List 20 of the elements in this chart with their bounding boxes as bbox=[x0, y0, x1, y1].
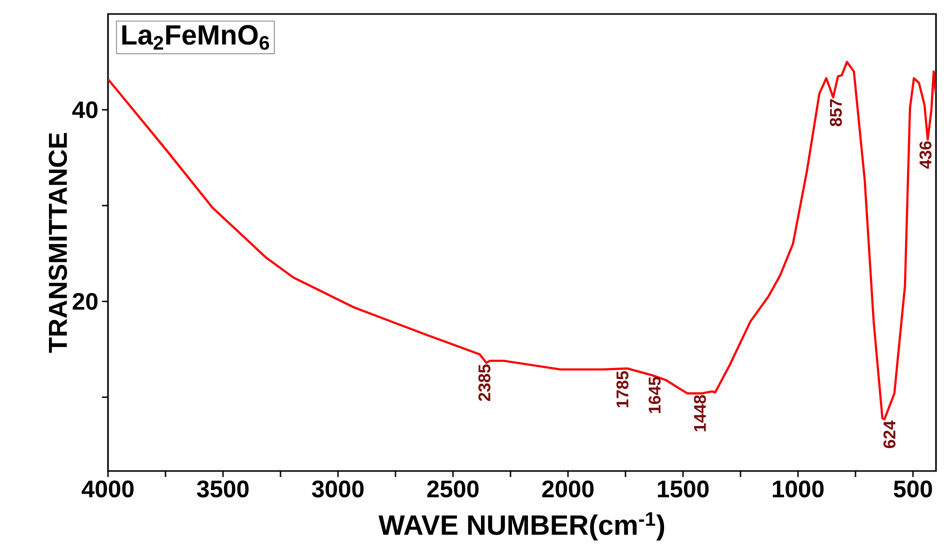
x-tick-label: 1500 bbox=[658, 480, 709, 498]
x-tick-label: 2500 bbox=[427, 480, 479, 498]
chart-title: La$_{2}$FeMnO$_{6}$ bbox=[122, 25, 270, 50]
x-axis-title: WAVE NUMBER(cm$^{-1}$) bbox=[378, 512, 664, 540]
y-axis-title: TRANSMITTANCE bbox=[48, 132, 68, 353]
annotation: 857 bbox=[830, 99, 842, 126]
x-tick-label: 500 bbox=[894, 480, 932, 498]
x-tick-label: 3000 bbox=[312, 480, 364, 498]
annotation: 436 bbox=[919, 141, 932, 169]
annotation: 1785 bbox=[616, 371, 628, 408]
x-tick-label: 4000 bbox=[82, 480, 134, 498]
y-tick-label: 40 bbox=[72, 101, 98, 118]
annotation: 1645 bbox=[648, 376, 661, 414]
x-tick-label: 1000 bbox=[772, 480, 824, 498]
x-tick-label: 2000 bbox=[542, 480, 594, 498]
x-tick-label: 3500 bbox=[196, 480, 249, 498]
y-tick-label: 20 bbox=[72, 292, 98, 310]
annotation: 624 bbox=[883, 420, 896, 448]
annotation: 1448 bbox=[694, 395, 706, 432]
annotation: 2385 bbox=[478, 364, 490, 402]
